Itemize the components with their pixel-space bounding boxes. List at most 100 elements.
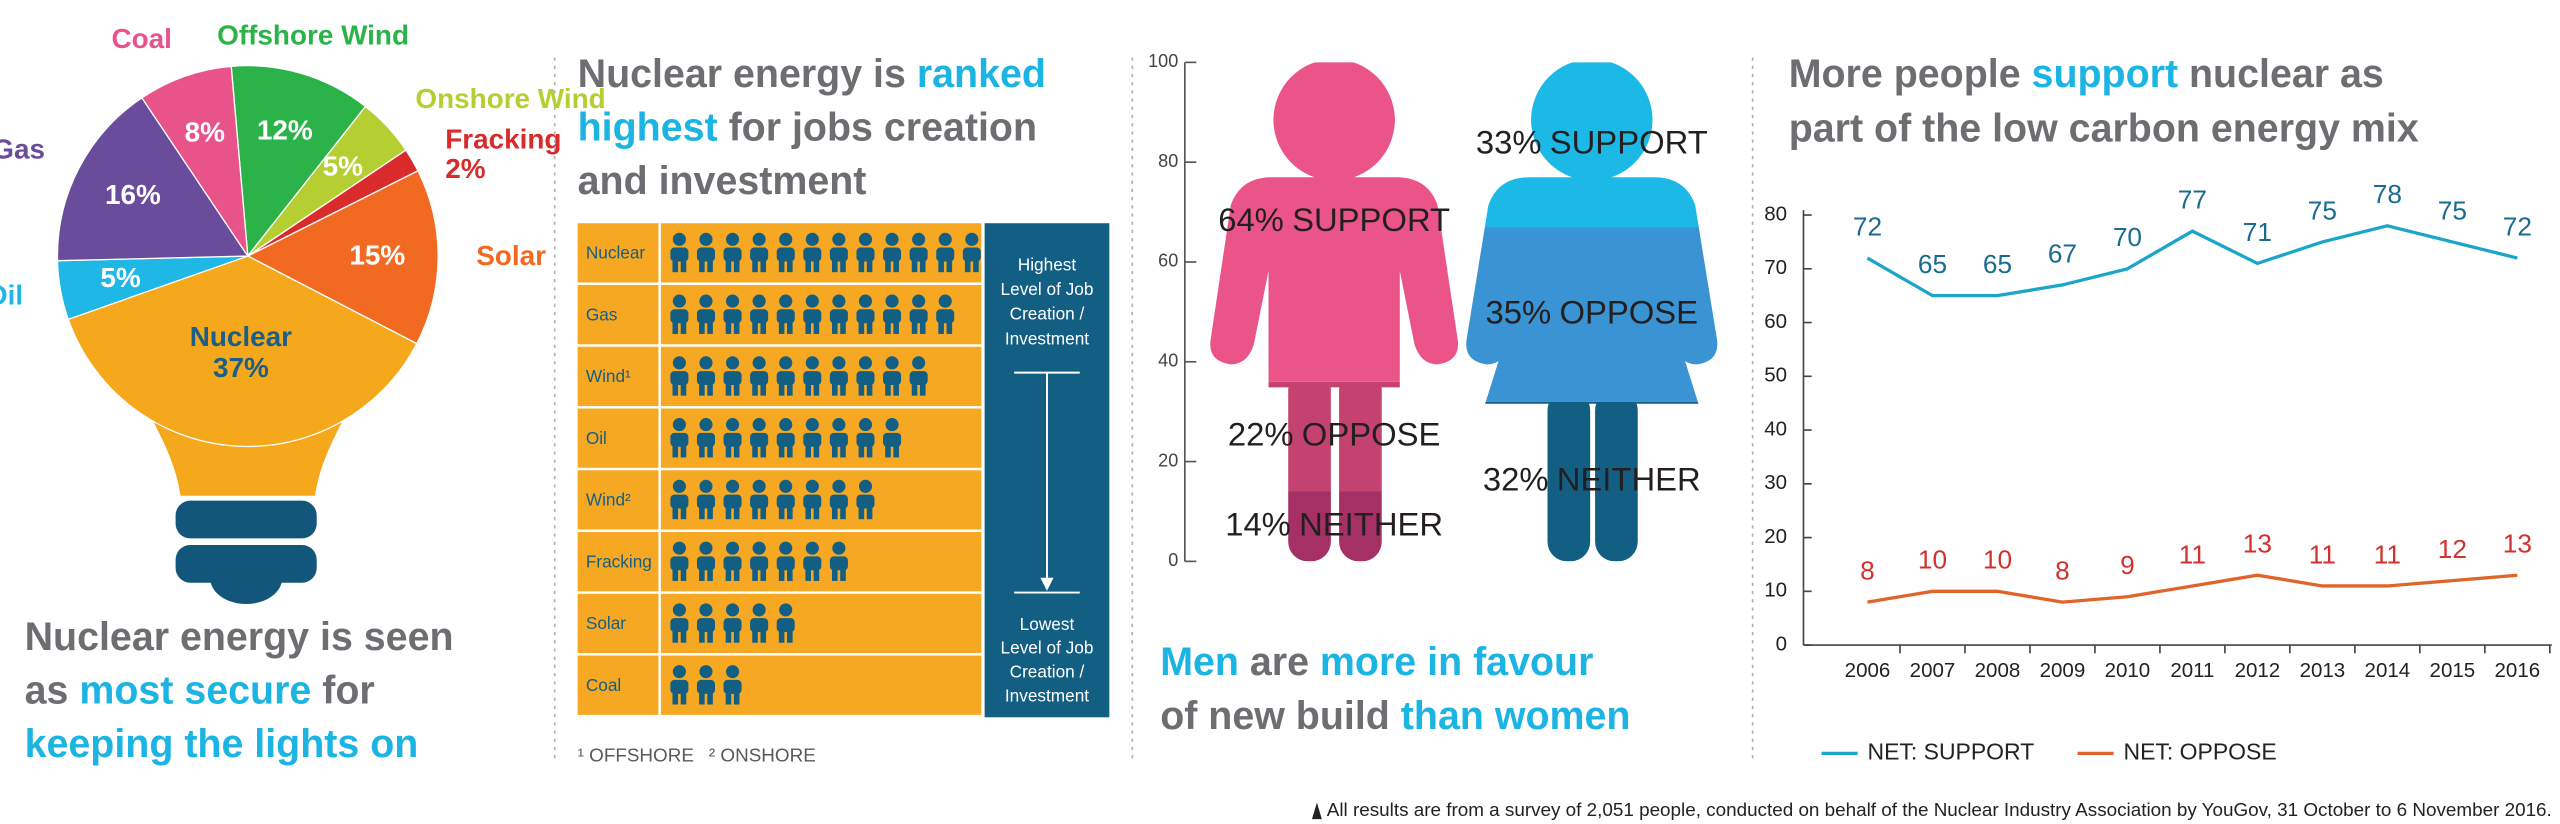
person-icon-body xyxy=(803,556,822,571)
arrow-head xyxy=(1040,577,1054,591)
person-icon-head xyxy=(805,418,819,432)
y-tick-label: 0 xyxy=(1168,550,1178,570)
y-tick-label: 70 xyxy=(1764,256,1787,279)
headline-segment: more in favour xyxy=(1320,640,1593,684)
headline-line: Men are more in favour xyxy=(1160,640,1593,684)
person-icon-leg xyxy=(699,320,705,334)
person-icon-head xyxy=(699,603,713,617)
person-icon-leg xyxy=(778,382,785,396)
slice-name: Gas xyxy=(0,133,45,164)
pie-slice xyxy=(140,65,249,257)
person-icon-leg xyxy=(885,259,891,273)
person-icon-body xyxy=(750,432,769,447)
person-icon-head xyxy=(752,603,766,617)
x-tick-label: 2011 xyxy=(2170,659,2214,682)
person-icon-leg xyxy=(813,567,820,581)
icon-row xyxy=(670,232,981,273)
person-icon-body xyxy=(750,618,769,633)
person-icon-leg xyxy=(778,259,785,273)
y-tick-label: 60 xyxy=(1158,251,1178,271)
person-icon-head xyxy=(699,541,713,555)
person-icon-leg xyxy=(866,320,873,334)
headline-segment: for jobs creation xyxy=(718,106,1037,150)
person-icon-leg xyxy=(858,259,865,273)
person-icon-head xyxy=(752,479,766,493)
x-tick-label: 2007 xyxy=(1910,659,1956,682)
segment-category: OPPOSE xyxy=(1302,415,1441,452)
person-icon-leg xyxy=(858,382,865,396)
person-icon-body xyxy=(909,247,928,262)
person-icon-head xyxy=(672,356,686,370)
data-label: 72 xyxy=(1853,211,1882,241)
person-icon-leg xyxy=(832,320,838,334)
headline-segment: ranked xyxy=(917,53,1046,97)
data-label: 71 xyxy=(2243,217,2272,247)
person-icon-head xyxy=(752,294,766,308)
slice-name: Nuclear xyxy=(190,321,292,352)
person-icon-head xyxy=(779,356,793,370)
person-icon-leg xyxy=(733,567,740,581)
person-icon-leg xyxy=(885,320,891,334)
person-icon-head xyxy=(858,294,873,308)
person-icon-leg xyxy=(938,259,944,273)
person-icon-body xyxy=(909,371,928,386)
x-tick-label: 2013 xyxy=(2300,659,2346,682)
y-tick-label: 80 xyxy=(1764,202,1787,225)
icon-row xyxy=(670,418,902,458)
person-icon-leg xyxy=(760,382,767,396)
person-icon-body xyxy=(776,432,795,447)
data-label: 11 xyxy=(2179,539,2206,569)
slice-value-label: 8% xyxy=(185,116,226,147)
data-label: 65 xyxy=(1918,249,1947,279)
person-icon-head xyxy=(832,356,846,370)
y-tick-label: 40 xyxy=(1764,417,1787,440)
person-icon-head xyxy=(938,232,952,246)
person-icon-leg xyxy=(760,506,767,520)
person-icon-body xyxy=(883,432,902,447)
person-icon-leg xyxy=(787,506,793,520)
person-icon-body xyxy=(803,309,822,324)
y-tick-label: 20 xyxy=(1158,450,1178,470)
person-icon-head xyxy=(672,541,686,555)
person-icon-leg xyxy=(787,629,793,643)
person-icon-leg xyxy=(699,691,705,705)
row-label: Wind¹ xyxy=(586,366,631,386)
person-icon-body xyxy=(829,309,848,324)
data-label: 72 xyxy=(2503,211,2532,241)
person-icon-leg xyxy=(893,382,899,396)
person-icon-body xyxy=(776,618,795,633)
person-icon-head xyxy=(912,232,926,246)
data-label: 9 xyxy=(2120,550,2135,580)
person-icon-leg xyxy=(805,567,811,581)
person-icon-body xyxy=(776,309,795,324)
person-icon-body xyxy=(723,494,742,509)
person-icon-leg xyxy=(707,259,713,273)
person-icon-leg xyxy=(805,506,811,520)
x-tick-label: 2009 xyxy=(2040,659,2086,682)
segment-value-label: 32% xyxy=(1483,460,1549,497)
slice-value-label: 37% xyxy=(213,352,269,383)
data-label: 77 xyxy=(2178,185,2207,215)
person-icon-leg xyxy=(787,444,793,458)
person-icon-leg xyxy=(964,259,971,273)
person-icon-head xyxy=(858,232,873,246)
person-icon-leg xyxy=(866,506,873,520)
person-icon-leg xyxy=(813,506,820,520)
data-label: 13 xyxy=(2243,529,2272,559)
segment-label: 32% NEITHER xyxy=(1483,460,1701,497)
person-icon-body xyxy=(803,432,822,447)
person-icon-leg xyxy=(893,259,899,273)
row-label: Wind² xyxy=(586,490,631,510)
person-icon-leg xyxy=(733,382,740,396)
person-icon-head xyxy=(885,294,899,308)
person-icon-head xyxy=(699,418,713,432)
person-icon-head xyxy=(779,479,793,493)
person-icon-body xyxy=(670,309,689,324)
person-icon-head xyxy=(805,541,819,555)
data-label: 10 xyxy=(1983,545,2012,575)
person-icon-leg xyxy=(813,382,820,396)
figure xyxy=(1210,62,1459,562)
row-label: Nuclear xyxy=(586,243,646,263)
figure-segment xyxy=(1466,227,1718,402)
